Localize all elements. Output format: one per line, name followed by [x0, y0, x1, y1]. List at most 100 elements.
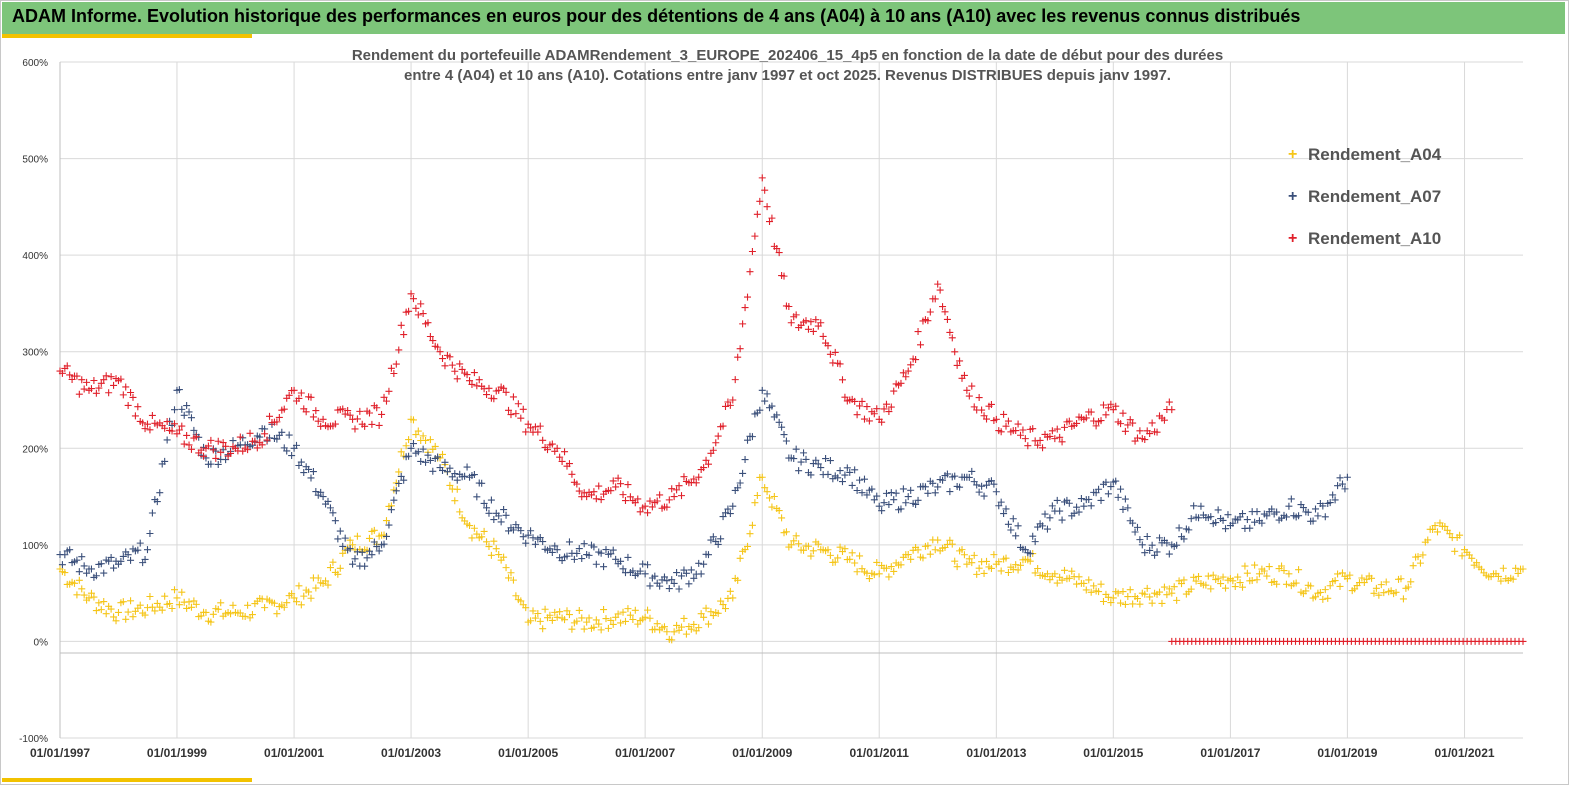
data-point	[656, 582, 664, 590]
data-point	[873, 558, 881, 566]
accent-bar-bottom	[2, 778, 252, 782]
data-point	[853, 411, 861, 419]
data-point	[288, 387, 296, 395]
data-point	[951, 472, 959, 480]
data-point	[326, 564, 334, 572]
data-point	[809, 327, 817, 335]
data-point	[1109, 594, 1117, 602]
data-point	[609, 620, 617, 628]
data-point	[780, 272, 788, 280]
data-point	[848, 549, 856, 557]
data-point	[1014, 566, 1022, 574]
data-point	[570, 555, 578, 563]
data-point	[117, 557, 125, 565]
data-point	[1065, 574, 1073, 582]
data-point	[1431, 522, 1439, 530]
data-point	[734, 484, 742, 492]
data-point	[331, 420, 339, 428]
data-point	[721, 605, 729, 613]
data-point	[1012, 427, 1020, 435]
data-point	[726, 510, 734, 518]
data-point	[687, 625, 695, 633]
data-point	[336, 564, 344, 572]
data-point	[607, 487, 615, 495]
data-point	[171, 406, 179, 414]
data-point	[807, 471, 815, 479]
data-point	[1009, 515, 1017, 523]
data-point	[107, 605, 115, 613]
x-tick-label: 01/01/2017	[1200, 746, 1260, 760]
data-point	[1000, 510, 1008, 518]
data-point	[197, 612, 205, 620]
data-point	[453, 485, 461, 493]
data-point	[500, 553, 508, 561]
data-point	[361, 422, 369, 430]
data-point	[288, 590, 296, 598]
data-point	[1148, 419, 1156, 427]
data-point	[890, 496, 898, 504]
data-point	[617, 619, 625, 627]
data-point	[1399, 595, 1407, 603]
data-point	[946, 488, 954, 496]
data-point	[1295, 512, 1303, 520]
data-point	[1058, 438, 1066, 446]
data-point	[629, 616, 637, 624]
data-point	[529, 607, 537, 615]
data-point	[646, 582, 654, 590]
data-point	[375, 547, 383, 555]
data-point	[80, 385, 88, 393]
data-point	[1119, 505, 1127, 513]
data-point	[1048, 572, 1056, 580]
data-point	[695, 624, 703, 632]
data-point	[626, 493, 634, 501]
data-point	[807, 318, 815, 326]
data-point	[1153, 548, 1161, 556]
data-point	[1207, 585, 1215, 593]
x-tick-label: 01/01/2007	[615, 746, 675, 760]
data-point	[753, 210, 761, 218]
data-point	[721, 402, 729, 410]
data-point	[1029, 532, 1037, 540]
data-point	[527, 527, 535, 535]
data-point	[826, 551, 834, 559]
data-point	[763, 390, 771, 398]
data-point	[456, 508, 464, 516]
data-point	[161, 457, 169, 465]
data-point	[497, 518, 505, 526]
data-point	[324, 497, 332, 505]
data-point	[1039, 444, 1047, 452]
data-point	[261, 430, 269, 438]
data-point	[1243, 516, 1251, 524]
data-point	[939, 303, 947, 311]
data-point	[1104, 593, 1112, 601]
data-point	[307, 474, 315, 482]
data-point	[1129, 419, 1137, 427]
data-point	[1029, 425, 1037, 433]
data-point	[283, 599, 291, 607]
data-point	[227, 610, 235, 618]
data-point	[1336, 582, 1344, 590]
data-point	[390, 370, 398, 378]
data-point	[975, 564, 983, 572]
data-point	[1073, 419, 1081, 427]
data-point	[585, 551, 593, 559]
data-point	[175, 426, 183, 434]
data-point	[95, 599, 103, 607]
data-point	[956, 357, 964, 365]
data-point	[1087, 502, 1095, 510]
data-point	[887, 489, 895, 497]
data-point	[873, 405, 881, 413]
data-point	[729, 502, 737, 510]
data-point	[1060, 423, 1068, 431]
data-point	[1068, 567, 1076, 575]
x-tick-label: 01/01/2005	[498, 746, 558, 760]
data-point	[229, 443, 237, 451]
data-point	[1024, 442, 1032, 450]
data-point	[78, 553, 86, 561]
data-point	[812, 456, 820, 464]
data-point	[1160, 583, 1168, 591]
data-point	[351, 425, 359, 433]
data-point	[863, 403, 871, 411]
banner-title: ADAM Informe. Evolution historique des p…	[12, 6, 1301, 26]
data-point	[802, 455, 810, 463]
